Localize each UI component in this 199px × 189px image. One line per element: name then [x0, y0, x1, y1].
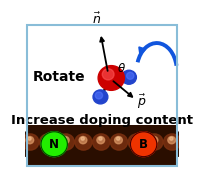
Circle shape [124, 131, 151, 157]
Circle shape [159, 131, 187, 157]
Circle shape [93, 134, 110, 150]
Circle shape [146, 134, 163, 150]
Circle shape [168, 136, 176, 144]
Circle shape [115, 136, 122, 144]
Circle shape [132, 136, 140, 144]
Circle shape [130, 132, 157, 157]
Circle shape [122, 70, 136, 84]
Circle shape [39, 134, 57, 150]
Circle shape [99, 137, 102, 140]
Circle shape [81, 137, 84, 140]
Text: $\vec{n}$: $\vec{n}$ [92, 12, 101, 27]
Circle shape [88, 131, 116, 157]
Circle shape [61, 136, 69, 144]
Circle shape [97, 136, 105, 144]
Circle shape [79, 136, 87, 144]
Circle shape [102, 69, 114, 80]
Circle shape [152, 137, 155, 140]
Circle shape [63, 137, 67, 140]
Circle shape [28, 137, 31, 140]
Circle shape [98, 66, 124, 90]
Circle shape [70, 131, 98, 157]
Text: B: B [139, 138, 148, 151]
Circle shape [75, 134, 92, 150]
Text: N: N [49, 138, 59, 151]
Circle shape [117, 137, 120, 140]
Circle shape [110, 134, 128, 150]
Text: Increase doping content: Increase doping content [11, 114, 193, 127]
Circle shape [93, 90, 108, 104]
Circle shape [44, 136, 51, 144]
Text: $\vec{p}$: $\vec{p}$ [137, 93, 147, 111]
Circle shape [150, 136, 158, 144]
Circle shape [17, 131, 45, 157]
Circle shape [134, 137, 138, 140]
Circle shape [127, 72, 134, 79]
Circle shape [57, 134, 74, 150]
Circle shape [170, 137, 173, 140]
Text: $\theta$: $\theta$ [117, 62, 126, 75]
Circle shape [141, 131, 169, 157]
Circle shape [106, 131, 134, 157]
Circle shape [128, 134, 145, 150]
Circle shape [95, 92, 103, 99]
Circle shape [164, 134, 181, 150]
Circle shape [35, 131, 63, 157]
Circle shape [22, 134, 39, 150]
Bar [28, 125, 176, 165]
Circle shape [53, 131, 80, 157]
Text: Rotate: Rotate [32, 70, 85, 84]
Circle shape [41, 132, 67, 157]
Circle shape [26, 136, 34, 144]
Circle shape [46, 137, 49, 140]
